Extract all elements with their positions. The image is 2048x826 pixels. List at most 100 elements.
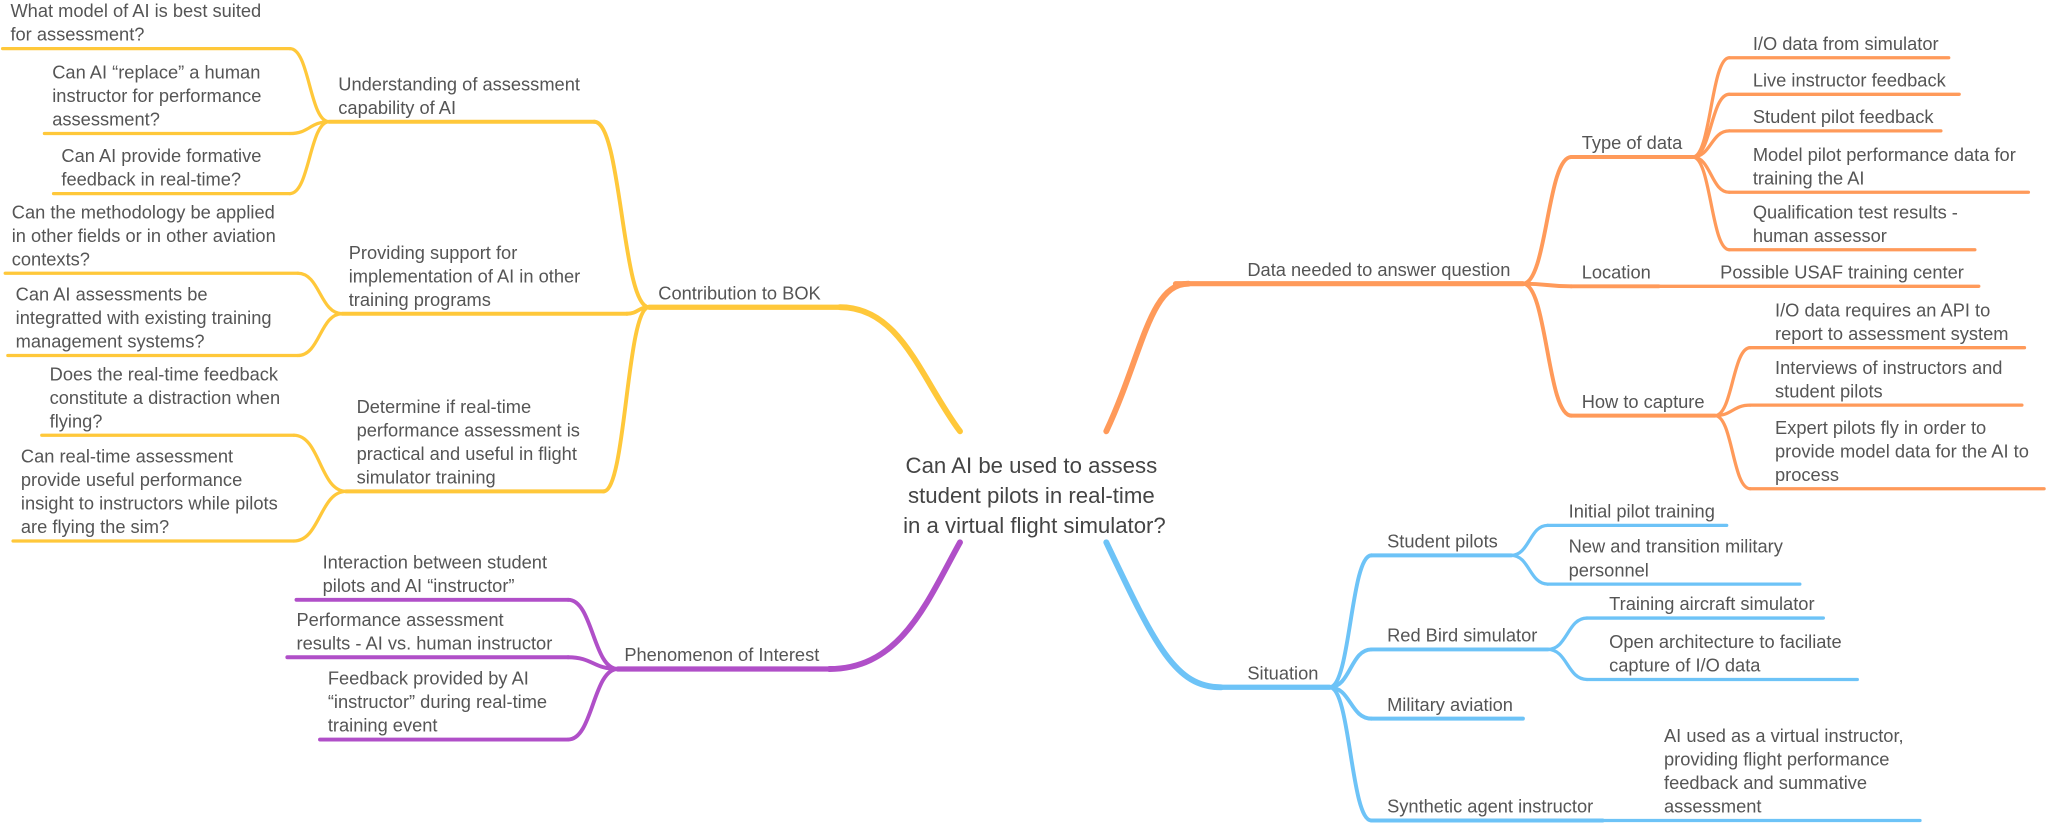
topic-leaf[interactable]: Can real-time assessment provide useful p…: [21, 446, 278, 538]
topic-text-line: Qualification test results -: [1753, 201, 1958, 222]
topic-text-line: Type of data: [1582, 132, 1683, 153]
topic-text-line: in other fields or in other aviation: [12, 225, 276, 246]
branch-connector: [1327, 685, 1374, 823]
topic-text-line: pilots and AI “instructor”: [323, 575, 515, 596]
topic-subtopic[interactable]: How to capture: [1582, 391, 1705, 412]
topic-leaf[interactable]: What model of AI is best suited for asses…: [10, 0, 261, 45]
topic-text-line: Can the methodology be applied: [12, 201, 275, 222]
topic-leaf[interactable]: Possible USAF training center: [1720, 261, 1964, 282]
branch-connector: [566, 667, 620, 742]
topic-text-line: How to capture: [1582, 391, 1705, 412]
topic-text-line: management systems?: [16, 331, 205, 352]
central-topic-line: Can AI be used to assess: [906, 453, 1158, 478]
topic-text-line: Military aviation: [1387, 694, 1513, 715]
branch-connector: [1509, 523, 1550, 557]
topic-text-line: I/O data from simulator: [1753, 33, 1939, 54]
branch-connector: [601, 305, 652, 494]
central-topic[interactable]: Can AI be used to assess student pilots …: [903, 453, 1166, 538]
topic-subtopic[interactable]: Performance assessment results - AI vs. h…: [296, 609, 552, 654]
topic-leaf[interactable]: Live instructor feedback: [1753, 69, 1947, 90]
topic-leaf[interactable]: Model pilot performance data for training…: [1753, 144, 2016, 189]
central-connector-situation: [1103, 539, 1225, 691]
topic-leaf[interactable]: AI used as a virtual instructor, providin…: [1664, 725, 1904, 817]
topic-main[interactable]: Phenomenon of Interest: [624, 644, 819, 665]
topic-main[interactable]: Contribution to BOK: [658, 282, 820, 303]
topic-text-line: simulator training: [357, 467, 496, 488]
topic-leaf[interactable]: Initial pilot training: [1569, 500, 1715, 521]
topic-text-line: flying?: [50, 410, 103, 431]
topic-leaf[interactable]: I/O data requires an API to report to ass…: [1775, 299, 2008, 344]
topic-text-line: Student pilot feedback: [1753, 106, 1935, 127]
topic-leaf[interactable]: Does the real-time feedback constitute a …: [50, 363, 280, 431]
topic-text-line: training event: [328, 715, 438, 736]
central-topic-line: student pilots in real-time: [908, 483, 1155, 508]
topic-text-line: AI used as a virtual instructor,: [1664, 725, 1904, 746]
branch-connector: [1713, 413, 1752, 491]
topic-leaf[interactable]: Open architecture to faciliate capture of…: [1609, 631, 1842, 676]
topic-text-line: Red Bird simulator: [1387, 625, 1537, 646]
branch-connector: [1520, 155, 1574, 286]
topic-subtopic[interactable]: Understanding of assessment capability of…: [338, 73, 580, 118]
topic-subtopic[interactable]: Synthetic agent instructor: [1387, 796, 1593, 817]
topic-text-line: Expert pilots fly in order to: [1775, 417, 1986, 438]
topic-text-line: are flying the sim?: [21, 516, 169, 537]
topic-subtopic[interactable]: Feedback provided by AI “instructor” duri…: [328, 668, 547, 736]
topic-text-line: Can AI “replace” a human: [52, 62, 260, 83]
branch-connector: [1713, 403, 1752, 418]
topic-leaf[interactable]: Can AI provide formative feedback in real…: [61, 145, 261, 190]
topic-text-line: Open architecture to faciliate: [1609, 631, 1842, 652]
topic-text-line: Performance assessment: [296, 609, 503, 630]
topic-text-line: Providing support for: [349, 242, 518, 263]
topic-text-line: Can AI provide formative: [61, 145, 261, 166]
topic-text-line: assessment?: [52, 109, 160, 130]
topic-leaf[interactable]: Can the methodology be applied in other f…: [12, 201, 276, 269]
topic-leaf[interactable]: I/O data from simulator: [1753, 33, 1939, 54]
branch-connector: [566, 597, 620, 671]
topic-subtopic[interactable]: Red Bird simulator: [1387, 625, 1537, 646]
topic-text-line: assessment: [1664, 796, 1761, 817]
topic-subtopic[interactable]: Determine if real-time performance assess…: [357, 396, 580, 488]
topic-subtopic[interactable]: Providing support for implementation of A…: [349, 242, 581, 310]
branch-connector: [296, 271, 344, 316]
topic-text-line: “instructor” during real-time: [328, 691, 547, 712]
topic-text-line: Model pilot performance data for: [1753, 144, 2016, 165]
topic-text-line: Training aircraft simulator: [1609, 593, 1814, 614]
topic-text-line: Data needed to answer question: [1247, 259, 1510, 280]
topic-text-line: Feedback provided by AI: [328, 668, 529, 689]
topic-subtopic[interactable]: Type of data: [1582, 132, 1683, 153]
topic-leaf[interactable]: New and transition military personnel: [1569, 536, 1784, 581]
topic-leaf[interactable]: Student pilot feedback: [1753, 106, 1935, 127]
topic-main[interactable]: Situation: [1247, 662, 1318, 683]
topic-subtopic[interactable]: Interaction between student pilots and AI…: [323, 551, 547, 596]
topic-text-line: Student pilots: [1387, 531, 1498, 552]
topic-leaf[interactable]: Expert pilots fly in order to provide mod…: [1775, 417, 2029, 485]
topic-text-line: process: [1775, 464, 1839, 485]
topic-leaf[interactable]: Qualification test results - human assess…: [1753, 201, 1958, 246]
topic-text-line: capture of I/O data: [1609, 655, 1761, 676]
topic-text-line: results - AI vs. human instructor: [296, 632, 552, 653]
topic-text-line: integratted with existing training: [16, 307, 272, 328]
topic-main[interactable]: Data needed to answer question: [1247, 259, 1510, 280]
topic-text-line: implementation of AI in other: [349, 265, 581, 286]
topic-leaf[interactable]: Training aircraft simulator: [1609, 593, 1814, 614]
topic-text-line: Synthetic agent instructor: [1387, 796, 1593, 817]
topic-text-line: Does the real-time feedback: [50, 363, 279, 384]
topic-subtopic[interactable]: Location: [1582, 261, 1651, 282]
topic-subtopic[interactable]: Military aviation: [1387, 694, 1513, 715]
topic-text-line: Possible USAF training center: [1720, 261, 1964, 282]
topic-text-line: New and transition military: [1569, 536, 1784, 557]
branch-connector: [1546, 616, 1589, 652]
topic-text-line: contexts?: [12, 248, 90, 269]
central-topic-line: in a virtual flight simulator?: [903, 513, 1166, 538]
topic-text-line: capability of AI: [338, 97, 456, 118]
branch-connector: [566, 655, 620, 671]
topic-leaf[interactable]: Can AI assessments be integratted with ex…: [16, 284, 272, 352]
branch-connector: [288, 120, 331, 196]
topic-text-line: personnel: [1569, 559, 1649, 580]
topic-text-line: Situation: [1247, 662, 1318, 683]
topic-subtopic[interactable]: Student pilots: [1387, 531, 1498, 552]
topic-leaf[interactable]: Interviews of instructors and student pil…: [1775, 357, 2002, 402]
topic-leaf[interactable]: Can AI “replace” a human instructor for p…: [52, 62, 261, 130]
topic-text-line: What model of AI is best suited: [10, 0, 261, 21]
